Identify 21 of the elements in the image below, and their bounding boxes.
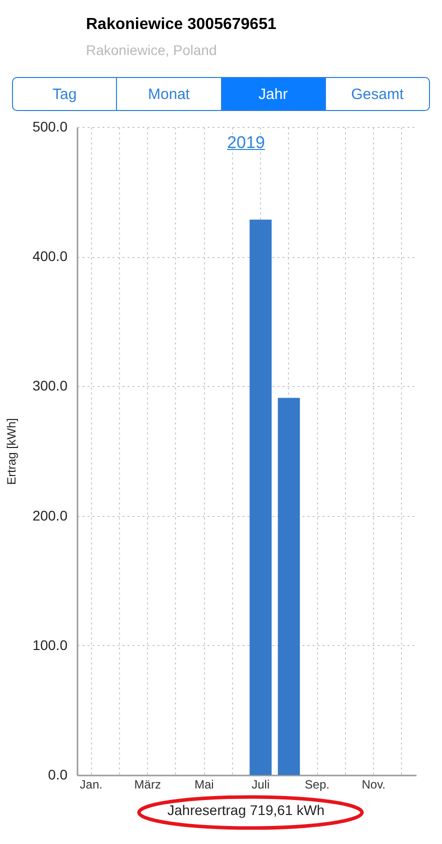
tab-label: Monat [148, 86, 190, 102]
x-tick-label: Sep. [304, 778, 330, 792]
chart-title: Rakoniewice 3005679651 [86, 16, 276, 33]
y-tick-label: 400.0 [32, 248, 68, 264]
annotation: 2019 [227, 133, 265, 152]
y-tick-label: 300.0 [32, 378, 68, 394]
x-tick-label: Jan. [80, 778, 102, 792]
x-tick-label: Juli [252, 778, 270, 792]
tab-label: Gesamt [351, 86, 404, 102]
x-tick-label: März [134, 778, 161, 792]
y-tick-label: 500.0 [32, 118, 68, 134]
chart-subtitle: Rakoniewice, Poland [86, 42, 217, 58]
tab-label: Tag [52, 86, 77, 102]
text: Jahresertrag 719,61 kWh [167, 802, 325, 818]
tab-label: Jahr [258, 86, 288, 102]
y-axis-title: Ertrag [kWh] [4, 418, 18, 485]
y-tick-label: 200.0 [32, 507, 68, 524]
y-tick-label: 100.0 [32, 636, 68, 653]
x-tick-label: Mai [194, 778, 214, 792]
y-tick-label: 0.0 [48, 766, 68, 782]
x-tick-label: Nov. [362, 778, 386, 792]
